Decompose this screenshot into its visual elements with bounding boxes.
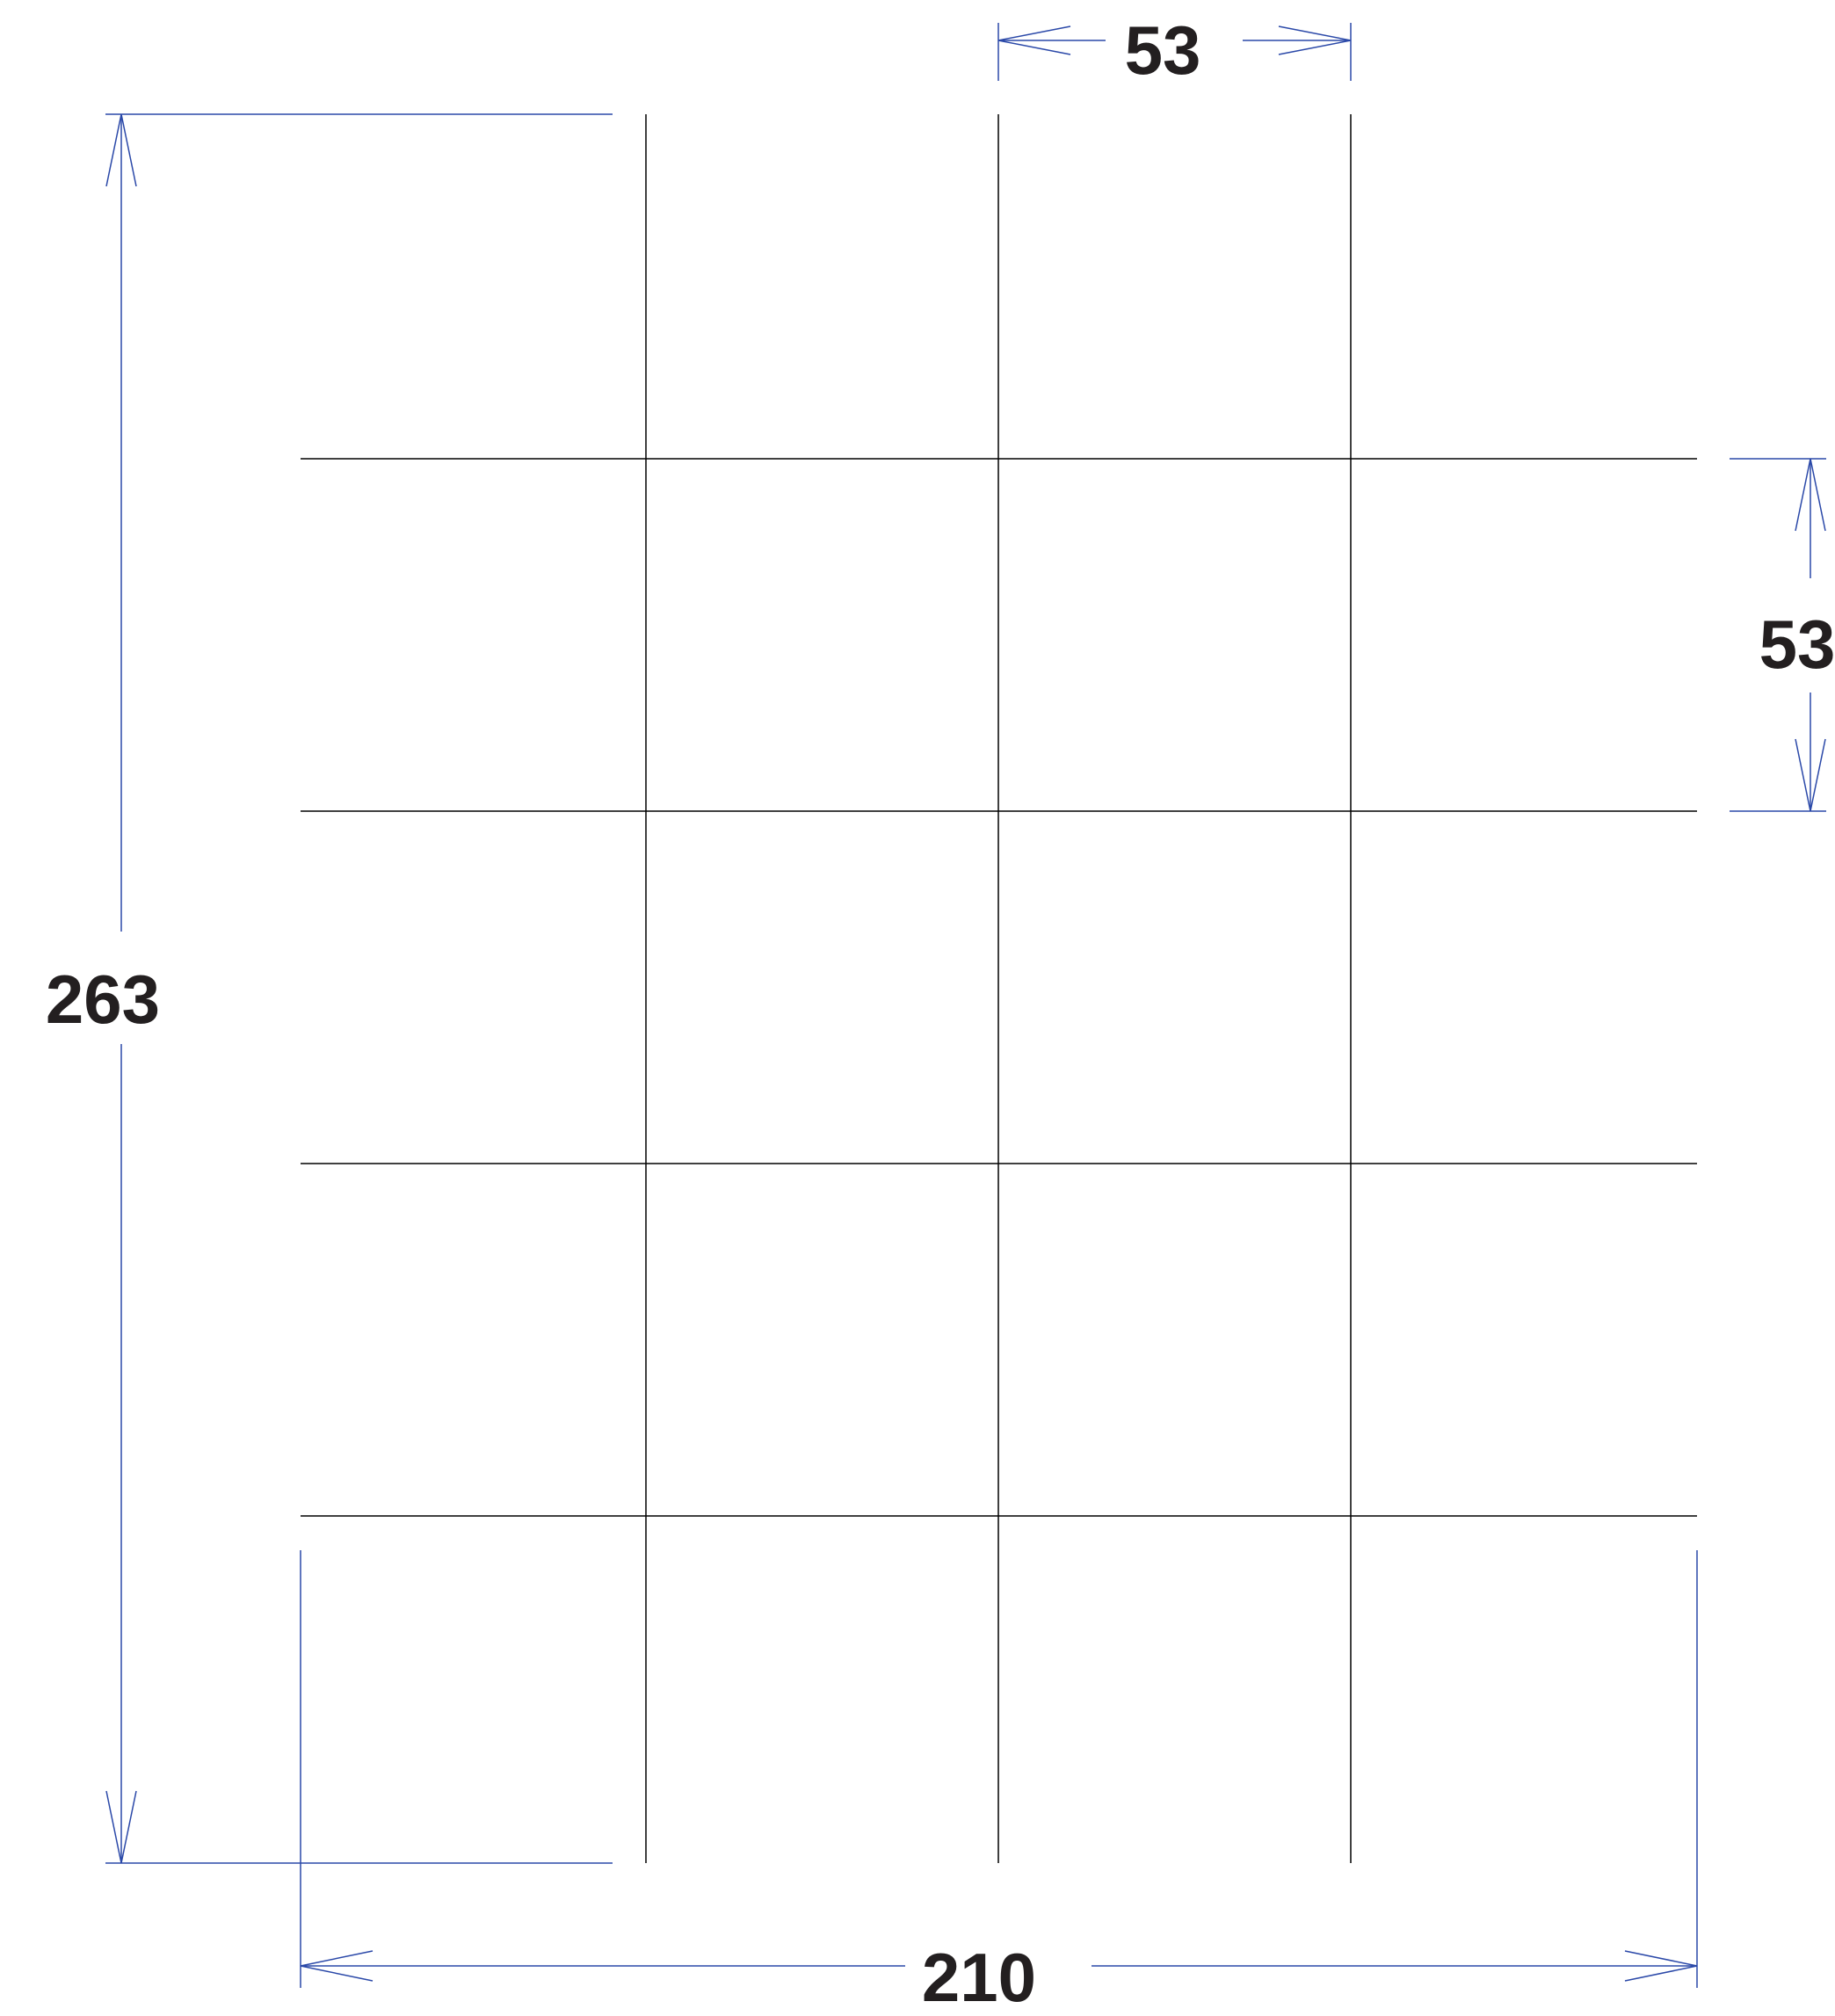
arrow-right-icon — [1624, 1950, 1698, 1982]
total-height-dimension: 263 — [46, 113, 613, 1864]
arrow-right-icon — [1278, 25, 1352, 55]
arrow-down-icon — [105, 1790, 137, 1864]
cell-height-label: 53 — [1759, 606, 1835, 683]
arrow-left-icon — [300, 1950, 374, 1982]
cell-width-dimension: 53 — [997, 11, 1352, 89]
total-width-dimension: 210 — [300, 1550, 1698, 2016]
total-height-label: 263 — [46, 961, 160, 1038]
arrow-left-icon — [997, 25, 1071, 55]
cell-width-label: 53 — [1125, 11, 1201, 89]
cell-height-dimension: 53 — [1730, 458, 1835, 812]
arrow-up-icon — [105, 113, 137, 187]
arrow-down-icon — [1795, 738, 1826, 812]
grid — [301, 114, 1697, 1863]
arrow-up-icon — [1795, 458, 1826, 532]
total-width-label: 210 — [922, 1939, 1036, 2016]
